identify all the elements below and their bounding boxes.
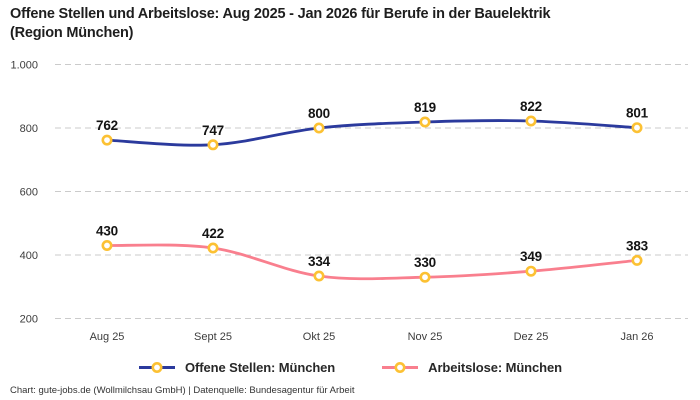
data-point-marker xyxy=(525,265,537,277)
y-tick-label: 400 xyxy=(20,250,38,262)
chart-credit: Chart: gute-jobs.de (Wollmilchsau GmbH) … xyxy=(10,385,355,396)
data-point-marker xyxy=(631,122,643,134)
line-chart-canvas: 1.000 800 600 400 200 Aug 25 Sept 25 Okt 25 Nov … xyxy=(10,60,688,343)
y-tick-label: 600 xyxy=(20,187,38,199)
data-point-label: 430 xyxy=(96,224,118,239)
data-point-label: 762 xyxy=(96,118,118,133)
data-point-marker xyxy=(101,240,113,252)
data-point-label: 334 xyxy=(308,254,331,269)
y-tick-label: 800 xyxy=(20,123,38,135)
data-point-marker xyxy=(101,134,113,146)
series-line xyxy=(105,119,639,147)
legend-item-arbeitslose: Arbeitslose: München xyxy=(381,360,562,375)
data-point-label: 819 xyxy=(414,100,436,115)
data-point-marker xyxy=(419,116,431,128)
chart-legend: Offene Stellen: München Arbeitslose: Mün… xyxy=(0,358,700,376)
legend-item-offene-stellen: Offene Stellen: München xyxy=(138,360,335,375)
data-point-label: 800 xyxy=(308,106,330,121)
chart-title-line1: Offene Stellen und Arbeitslose: Aug 2025… xyxy=(10,6,551,22)
data-point-marker xyxy=(207,242,219,254)
y-tick-label: 200 xyxy=(20,314,38,326)
data-point-label: 349 xyxy=(520,249,542,264)
data-point-label: 422 xyxy=(202,226,224,241)
x-axis-label: Okt 25 xyxy=(303,331,335,343)
legend-label-offene-stellen: Offene Stellen: München xyxy=(185,359,336,375)
series-line xyxy=(105,243,639,281)
x-axis-label: Nov 25 xyxy=(408,331,443,343)
data-point-label: 383 xyxy=(626,238,649,253)
data-point-marker xyxy=(419,271,431,283)
data-point-marker xyxy=(525,115,537,127)
data-point-marker xyxy=(313,122,325,134)
x-axis-label: Sept 25 xyxy=(194,331,232,343)
chart-title-line2: (Region München) xyxy=(10,24,134,41)
x-axis-label: Dez 25 xyxy=(514,331,549,343)
legend-line-marker-icon xyxy=(139,361,176,373)
data-point-label: 330 xyxy=(414,255,436,270)
data-point-label: 747 xyxy=(202,123,224,138)
data-point-marker xyxy=(631,254,643,266)
y-tick-label: 1.000 xyxy=(10,60,38,72)
legend-line-marker-icon xyxy=(382,361,419,373)
x-axis-label: Jan 26 xyxy=(620,331,653,343)
data-point-marker xyxy=(207,139,219,151)
data-point-marker xyxy=(313,270,325,282)
data-point-label: 822 xyxy=(520,99,542,114)
data-point-label: 801 xyxy=(626,106,649,121)
legend-label-arbeitslose: Arbeitslose: München xyxy=(428,359,562,375)
chart-title: Offene Stellen und Arbeitslose: Aug 2025… xyxy=(10,5,670,42)
x-axis-label: Aug 25 xyxy=(90,331,125,343)
